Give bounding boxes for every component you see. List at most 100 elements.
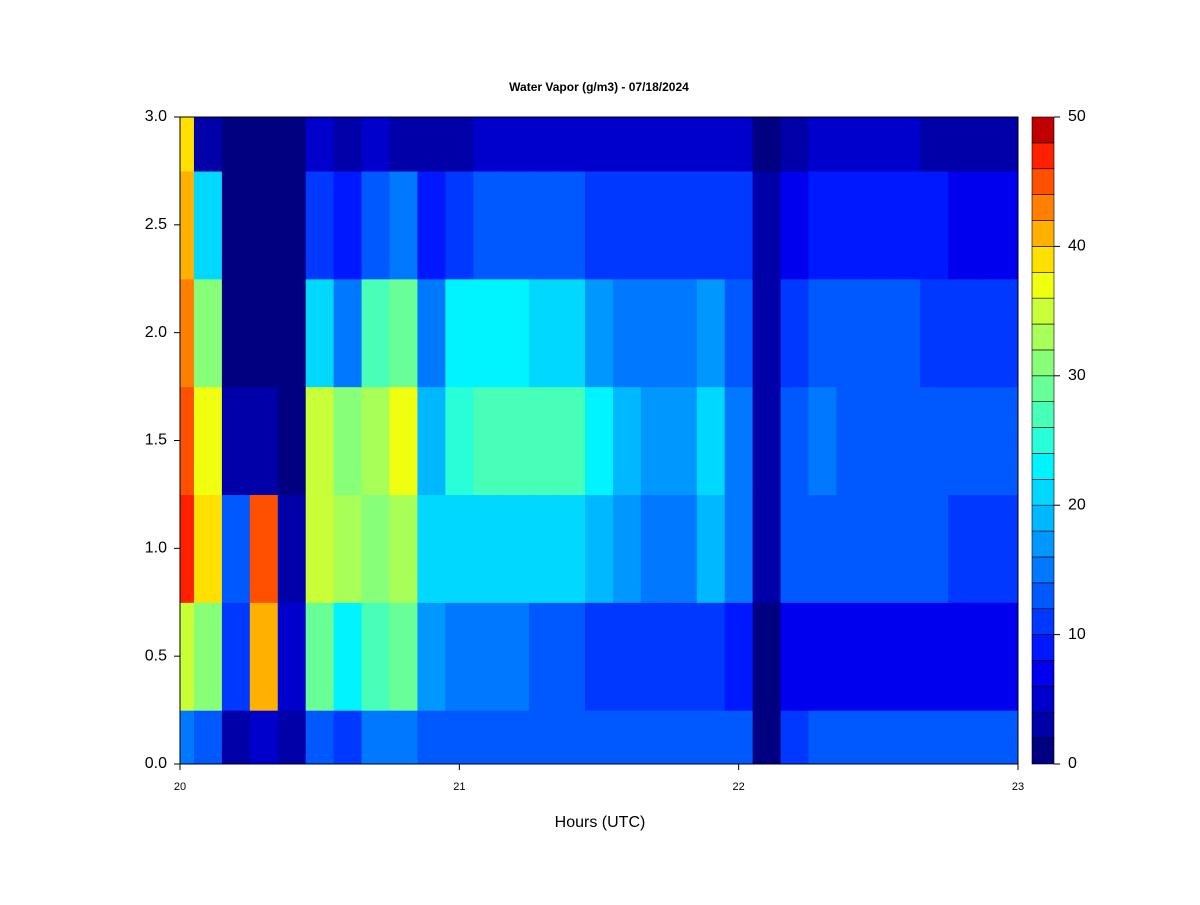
contour-cell [277, 170, 307, 280]
contour-cell [277, 494, 307, 603]
contour-cell [389, 710, 419, 764]
contour-cell [305, 710, 335, 764]
colorbar-swatch [1031, 608, 1055, 635]
contour-cell [221, 602, 251, 711]
contour-cell [948, 170, 977, 280]
contour-cell [668, 386, 698, 496]
contour-cell [1004, 386, 1018, 496]
contour-cell [361, 386, 391, 496]
contour-cell [333, 710, 363, 764]
contour-cell [473, 117, 502, 172]
colorbar-tick-label: 0 [1068, 755, 1077, 772]
colorbar-swatch [1031, 297, 1055, 325]
x-axis-label: Hours (UTC) [555, 814, 646, 831]
contour-cell [473, 602, 502, 711]
contour-cell [529, 494, 558, 603]
contour-cell [808, 170, 838, 280]
colorbar-swatch [1031, 737, 1055, 765]
contour-cell [724, 494, 754, 603]
colorbar-swatch [1031, 246, 1055, 273]
contour-cell [948, 278, 977, 388]
contour-cell [668, 494, 698, 603]
contour-cell [249, 278, 279, 388]
contour-cell [249, 494, 279, 603]
contour-cell [1004, 278, 1018, 388]
contour-cell [277, 710, 307, 764]
contour-cell [557, 170, 586, 280]
contour-cell [529, 117, 558, 172]
contour-cell [389, 278, 419, 388]
y-tick-label: 0.5 [145, 647, 167, 664]
colorbar-tick-label: 30 [1068, 367, 1086, 384]
contour-cell [249, 602, 279, 711]
contour-cell [920, 117, 949, 172]
contour-cell [221, 278, 251, 388]
contour-cell [501, 710, 530, 764]
colorbar-swatch [1031, 401, 1055, 428]
y-tick-label: 0.0 [145, 755, 167, 772]
contour-cell [389, 494, 419, 603]
contour-cell [948, 117, 977, 172]
contour-cell [752, 386, 782, 496]
contour-cell [864, 710, 893, 764]
contour-cell [389, 117, 419, 172]
colorbar-swatch [1031, 427, 1055, 454]
contour-cell [976, 494, 1005, 603]
contour-cell [585, 386, 614, 496]
contour-cell [640, 117, 670, 172]
contour-cell [780, 170, 810, 280]
colorbar-swatch [1031, 116, 1055, 144]
contour-cell [864, 117, 893, 172]
contour-cell [640, 710, 670, 764]
contour-cell [780, 494, 810, 603]
contour-cell [892, 602, 921, 711]
contour-cell [445, 117, 474, 172]
contour-cell [557, 494, 586, 603]
contour-cell [473, 170, 502, 280]
contour-cell [305, 170, 335, 280]
contour-cell [948, 710, 977, 764]
contour-cell [193, 386, 223, 496]
colorbar-tick-label: 20 [1068, 496, 1086, 513]
contour-cell [501, 278, 530, 388]
contour-cell [249, 117, 279, 172]
contour-cell [417, 710, 446, 764]
contour-cell [920, 494, 949, 603]
contour-cell [361, 117, 391, 172]
contour-cell [892, 710, 921, 764]
contour-cell [557, 386, 586, 496]
contour-cell [361, 710, 391, 764]
contour-cell [1004, 602, 1018, 711]
contour-cell [445, 278, 474, 388]
contour-cell [864, 170, 893, 280]
contour-cell [180, 170, 195, 280]
colorbar-swatch [1031, 504, 1055, 532]
contour-cell [808, 117, 838, 172]
contour-cell [920, 386, 949, 496]
colorbar-swatch [1031, 556, 1055, 584]
contour-cell [305, 117, 335, 172]
contour-cell [780, 602, 810, 711]
contour-cell [696, 602, 726, 711]
chart-title: Water Vapor (g/m3) - 07/18/2024 [509, 80, 689, 94]
y-tick-label: 2.0 [145, 324, 167, 341]
contour-cell [920, 602, 949, 711]
colorbar-swatch [1031, 375, 1055, 402]
contour-cell [780, 278, 810, 388]
contour-cell [808, 278, 838, 388]
contour-cell [193, 170, 223, 280]
contour-cell [976, 386, 1005, 496]
x-tick-label: 22 [733, 781, 745, 793]
contour-cell [389, 170, 419, 280]
contour-cell [808, 494, 838, 603]
colorbar-swatch [1031, 660, 1055, 687]
contour-cell [892, 117, 921, 172]
contour-cell [976, 117, 1005, 172]
contour-cell [501, 117, 530, 172]
contour-cell [305, 278, 335, 388]
contour-cell [1004, 117, 1018, 172]
contour-cell [389, 602, 419, 711]
contour-cell [724, 278, 754, 388]
contour-cell [361, 170, 391, 280]
